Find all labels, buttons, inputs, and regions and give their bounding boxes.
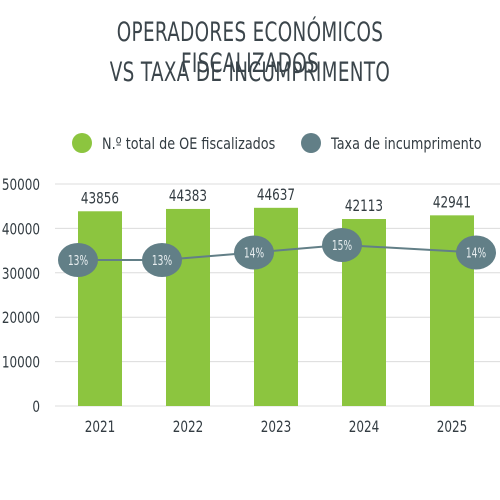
x-tick-label: 2021 — [85, 418, 116, 436]
y-tick-label: 40000 — [2, 221, 40, 239]
line-value-label: 14% — [466, 246, 486, 261]
y-tick-label: 10000 — [2, 354, 40, 372]
line-value-label: 13% — [68, 253, 88, 268]
bar — [78, 211, 122, 406]
line-value-label: 15% — [332, 238, 352, 253]
x-tick-label: 2022 — [173, 418, 204, 436]
x-tick-label: 2023 — [261, 418, 292, 436]
line-value-label: 14% — [244, 246, 264, 261]
y-tick-label: 0 — [32, 398, 40, 416]
bar-value-label: 44637 — [257, 186, 295, 204]
bar-value-label: 44383 — [169, 187, 207, 205]
y-tick-label: 30000 — [2, 265, 40, 283]
line-value-label: 13% — [152, 253, 172, 268]
bar — [166, 209, 210, 406]
bar-value-label: 42113 — [345, 197, 383, 215]
bar-value-label: 42941 — [433, 194, 471, 212]
y-tick-label: 50000 — [2, 176, 40, 194]
x-tick-label: 2024 — [349, 418, 380, 436]
y-tick-label: 20000 — [2, 310, 40, 328]
x-tick-label: 2025 — [437, 418, 468, 436]
bar-value-label: 43856 — [81, 190, 119, 208]
